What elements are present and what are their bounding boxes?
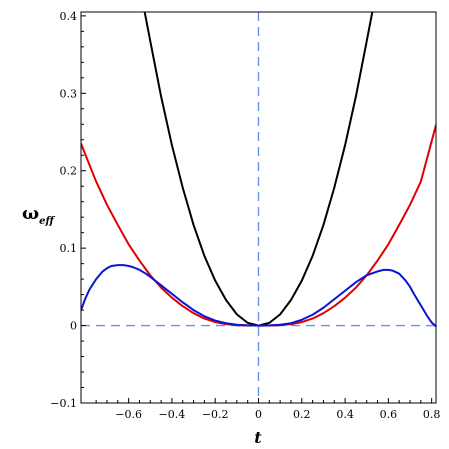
x-tick-label: 0.6	[380, 408, 398, 421]
series-blue-curve	[81, 264, 436, 328]
y-axis-label-subscript: eff	[39, 216, 55, 227]
y-tick-label: 0	[70, 320, 77, 333]
x-tick-label: −0.2	[202, 408, 229, 421]
axes: −0.6 −0.4 −0.2 0 0.2 0.4 0.6 0.8 −0.1 0 0.1 0.2 0.3 0…	[50, 10, 440, 421]
y-tick-label: 0.1	[60, 242, 78, 255]
x-axis-label: t	[254, 428, 262, 447]
x-tick-label: 0	[255, 408, 262, 421]
plot-area	[81, 12, 436, 403]
y-tick-label: 0.4	[60, 10, 78, 23]
x-tick-label: 0.2	[293, 408, 311, 421]
x-tick-label: −0.4	[159, 408, 186, 421]
series-group	[81, 12, 436, 328]
y-tick-label: 0.3	[60, 87, 78, 100]
y-tick-label: 0.2	[60, 165, 78, 178]
y-axis-label: ωeff	[22, 203, 56, 227]
x-tick-label: −0.6	[115, 408, 142, 421]
x-tick-label: 0.8	[423, 408, 441, 421]
x-tick-label: 0.4	[336, 408, 354, 421]
y-tick-label: −0.1	[50, 397, 77, 410]
y-axis-label-main: ω	[22, 203, 39, 224]
